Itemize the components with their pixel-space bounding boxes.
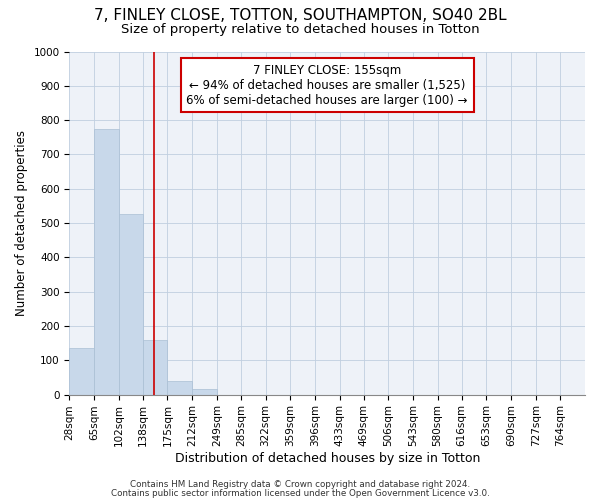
Bar [70,348,94,395]
Bar [143,340,167,394]
Bar [119,214,143,394]
Text: Contains public sector information licensed under the Open Government Licence v3: Contains public sector information licen… [110,488,490,498]
Bar [167,381,192,394]
Text: 7 FINLEY CLOSE: 155sqm
← 94% of detached houses are smaller (1,525)
6% of semi-d: 7 FINLEY CLOSE: 155sqm ← 94% of detached… [187,64,468,106]
Bar [94,128,119,394]
Text: Size of property relative to detached houses in Totton: Size of property relative to detached ho… [121,22,479,36]
Text: 7, FINLEY CLOSE, TOTTON, SOUTHAMPTON, SO40 2BL: 7, FINLEY CLOSE, TOTTON, SOUTHAMPTON, SO… [94,8,506,22]
Y-axis label: Number of detached properties: Number of detached properties [15,130,28,316]
X-axis label: Distribution of detached houses by size in Totton: Distribution of detached houses by size … [175,452,480,465]
Bar [192,390,217,394]
Text: Contains HM Land Registry data © Crown copyright and database right 2024.: Contains HM Land Registry data © Crown c… [130,480,470,489]
